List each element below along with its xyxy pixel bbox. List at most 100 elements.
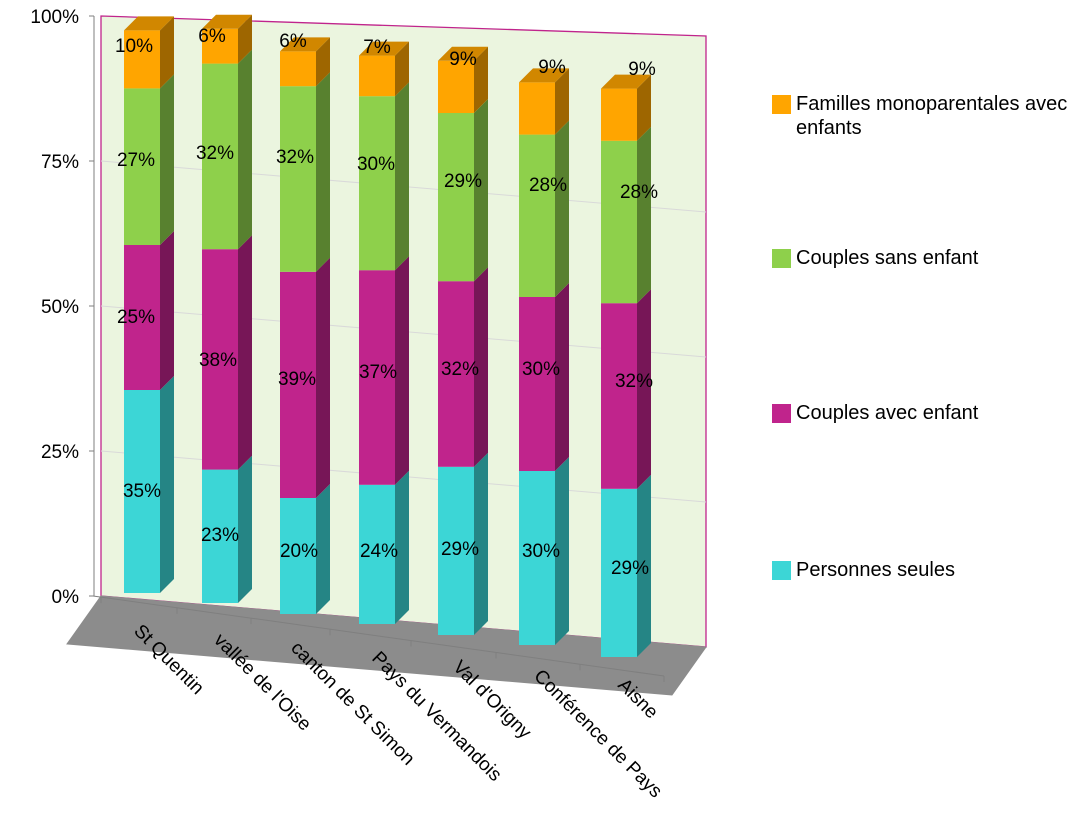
bar-front	[519, 134, 555, 297]
data-label: 39%	[278, 369, 316, 390]
bar-front	[124, 245, 160, 390]
bar-side	[316, 257, 330, 498]
data-label: 25%	[117, 307, 155, 328]
bar-segment	[519, 457, 569, 645]
data-label: 28%	[529, 175, 567, 196]
bar-front	[438, 60, 474, 113]
bar-stack	[519, 68, 569, 645]
bar-side	[160, 74, 174, 246]
bar-segment	[359, 41, 409, 97]
bar-side	[160, 231, 174, 390]
data-label: 35%	[123, 481, 161, 502]
bar-segment	[519, 68, 569, 135]
legend-swatch	[772, 95, 791, 114]
bar-stack	[359, 41, 409, 624]
bar-front	[359, 55, 395, 97]
bar-side	[238, 235, 252, 470]
data-label: 30%	[522, 359, 560, 380]
bar-segment	[202, 49, 252, 250]
legend-label: Personnes seules	[796, 559, 955, 581]
bar-stack	[601, 74, 651, 657]
bar-front	[359, 96, 395, 271]
bar-front	[124, 30, 160, 89]
bar-segment	[359, 82, 409, 271]
legend-item-personnes-seules: Personnes seules	[772, 558, 1079, 582]
bar-side	[474, 452, 488, 635]
bar-front	[601, 488, 637, 657]
bar-side	[316, 72, 330, 272]
data-label: 9%	[538, 57, 566, 78]
x-axis-line	[92, 595, 665, 677]
bar-front	[124, 88, 160, 246]
bar-segment	[202, 235, 252, 470]
bar-front	[359, 270, 395, 485]
data-label: 30%	[357, 154, 395, 175]
y-tick-label: 50%	[41, 297, 79, 318]
bar-segment	[519, 120, 569, 297]
data-label: 6%	[198, 26, 226, 47]
bar-side	[238, 14, 252, 64]
data-label: 27%	[117, 150, 155, 171]
bar-front	[202, 469, 238, 603]
bar-front	[438, 466, 474, 635]
bar-segment	[359, 256, 409, 485]
bar-front	[280, 498, 316, 614]
legend-item-couples-avec-enfant: Couples avec enfant	[772, 401, 1079, 425]
bar-segment	[438, 452, 488, 635]
legend-swatch	[772, 404, 791, 423]
bar-front	[280, 86, 316, 272]
bar-front	[280, 51, 316, 87]
bar-front	[202, 28, 238, 64]
bar-side	[637, 74, 651, 141]
data-label: 9%	[628, 59, 656, 80]
floor	[66, 595, 707, 696]
bar-segment	[438, 46, 488, 113]
bar-segment	[438, 267, 488, 467]
bar-front	[359, 484, 395, 624]
bar-segment	[202, 14, 252, 64]
bar-side	[395, 256, 409, 485]
bar-front	[280, 271, 316, 498]
bar-segment	[438, 99, 488, 282]
bar-segment	[280, 484, 330, 614]
bar-stack	[124, 16, 174, 593]
bar-top	[202, 14, 252, 29]
bar-front	[202, 63, 238, 250]
bar-top	[280, 37, 330, 52]
bar-segment	[202, 455, 252, 603]
y-tick-label: 25%	[41, 442, 79, 463]
y-tick-label: 100%	[30, 7, 79, 28]
data-label: 10%	[115, 36, 153, 57]
data-label: 29%	[444, 171, 482, 192]
data-label: 28%	[620, 182, 658, 203]
y-tick-label: 0%	[52, 587, 80, 608]
bar-segment	[280, 257, 330, 498]
data-label: 32%	[196, 143, 234, 164]
data-labels: 35% 25% 27% 10% 23% 38% 32% 6% 20% 39% 32% 6% 24% 37%…	[115, 26, 658, 579]
bar-segment	[601, 474, 651, 657]
bar-segment	[601, 126, 651, 304]
bar-front	[519, 471, 555, 645]
data-label: 32%	[441, 359, 479, 380]
bar-front	[601, 303, 637, 489]
bar-side	[160, 376, 174, 593]
legend-label: Familles monoparentales avec enfants	[796, 93, 1068, 139]
data-label: 7%	[363, 37, 391, 58]
bar-segment	[124, 16, 174, 89]
bar-segment	[601, 289, 651, 489]
bar-side	[238, 455, 252, 603]
data-label: 32%	[276, 147, 314, 168]
bar-segment	[280, 37, 330, 87]
bars	[124, 14, 651, 657]
bar-side	[637, 289, 651, 489]
bar-side	[637, 474, 651, 657]
bar-top	[519, 68, 569, 83]
bar-segment	[124, 376, 174, 593]
legend-item-couples-sans-enfant: Couples sans enfant	[772, 246, 1079, 270]
bar-front	[601, 88, 637, 141]
bar-segment	[519, 283, 569, 471]
bar-side	[474, 99, 488, 282]
data-label: 6%	[279, 31, 307, 52]
data-label: 29%	[611, 558, 649, 579]
bar-side	[555, 283, 569, 471]
